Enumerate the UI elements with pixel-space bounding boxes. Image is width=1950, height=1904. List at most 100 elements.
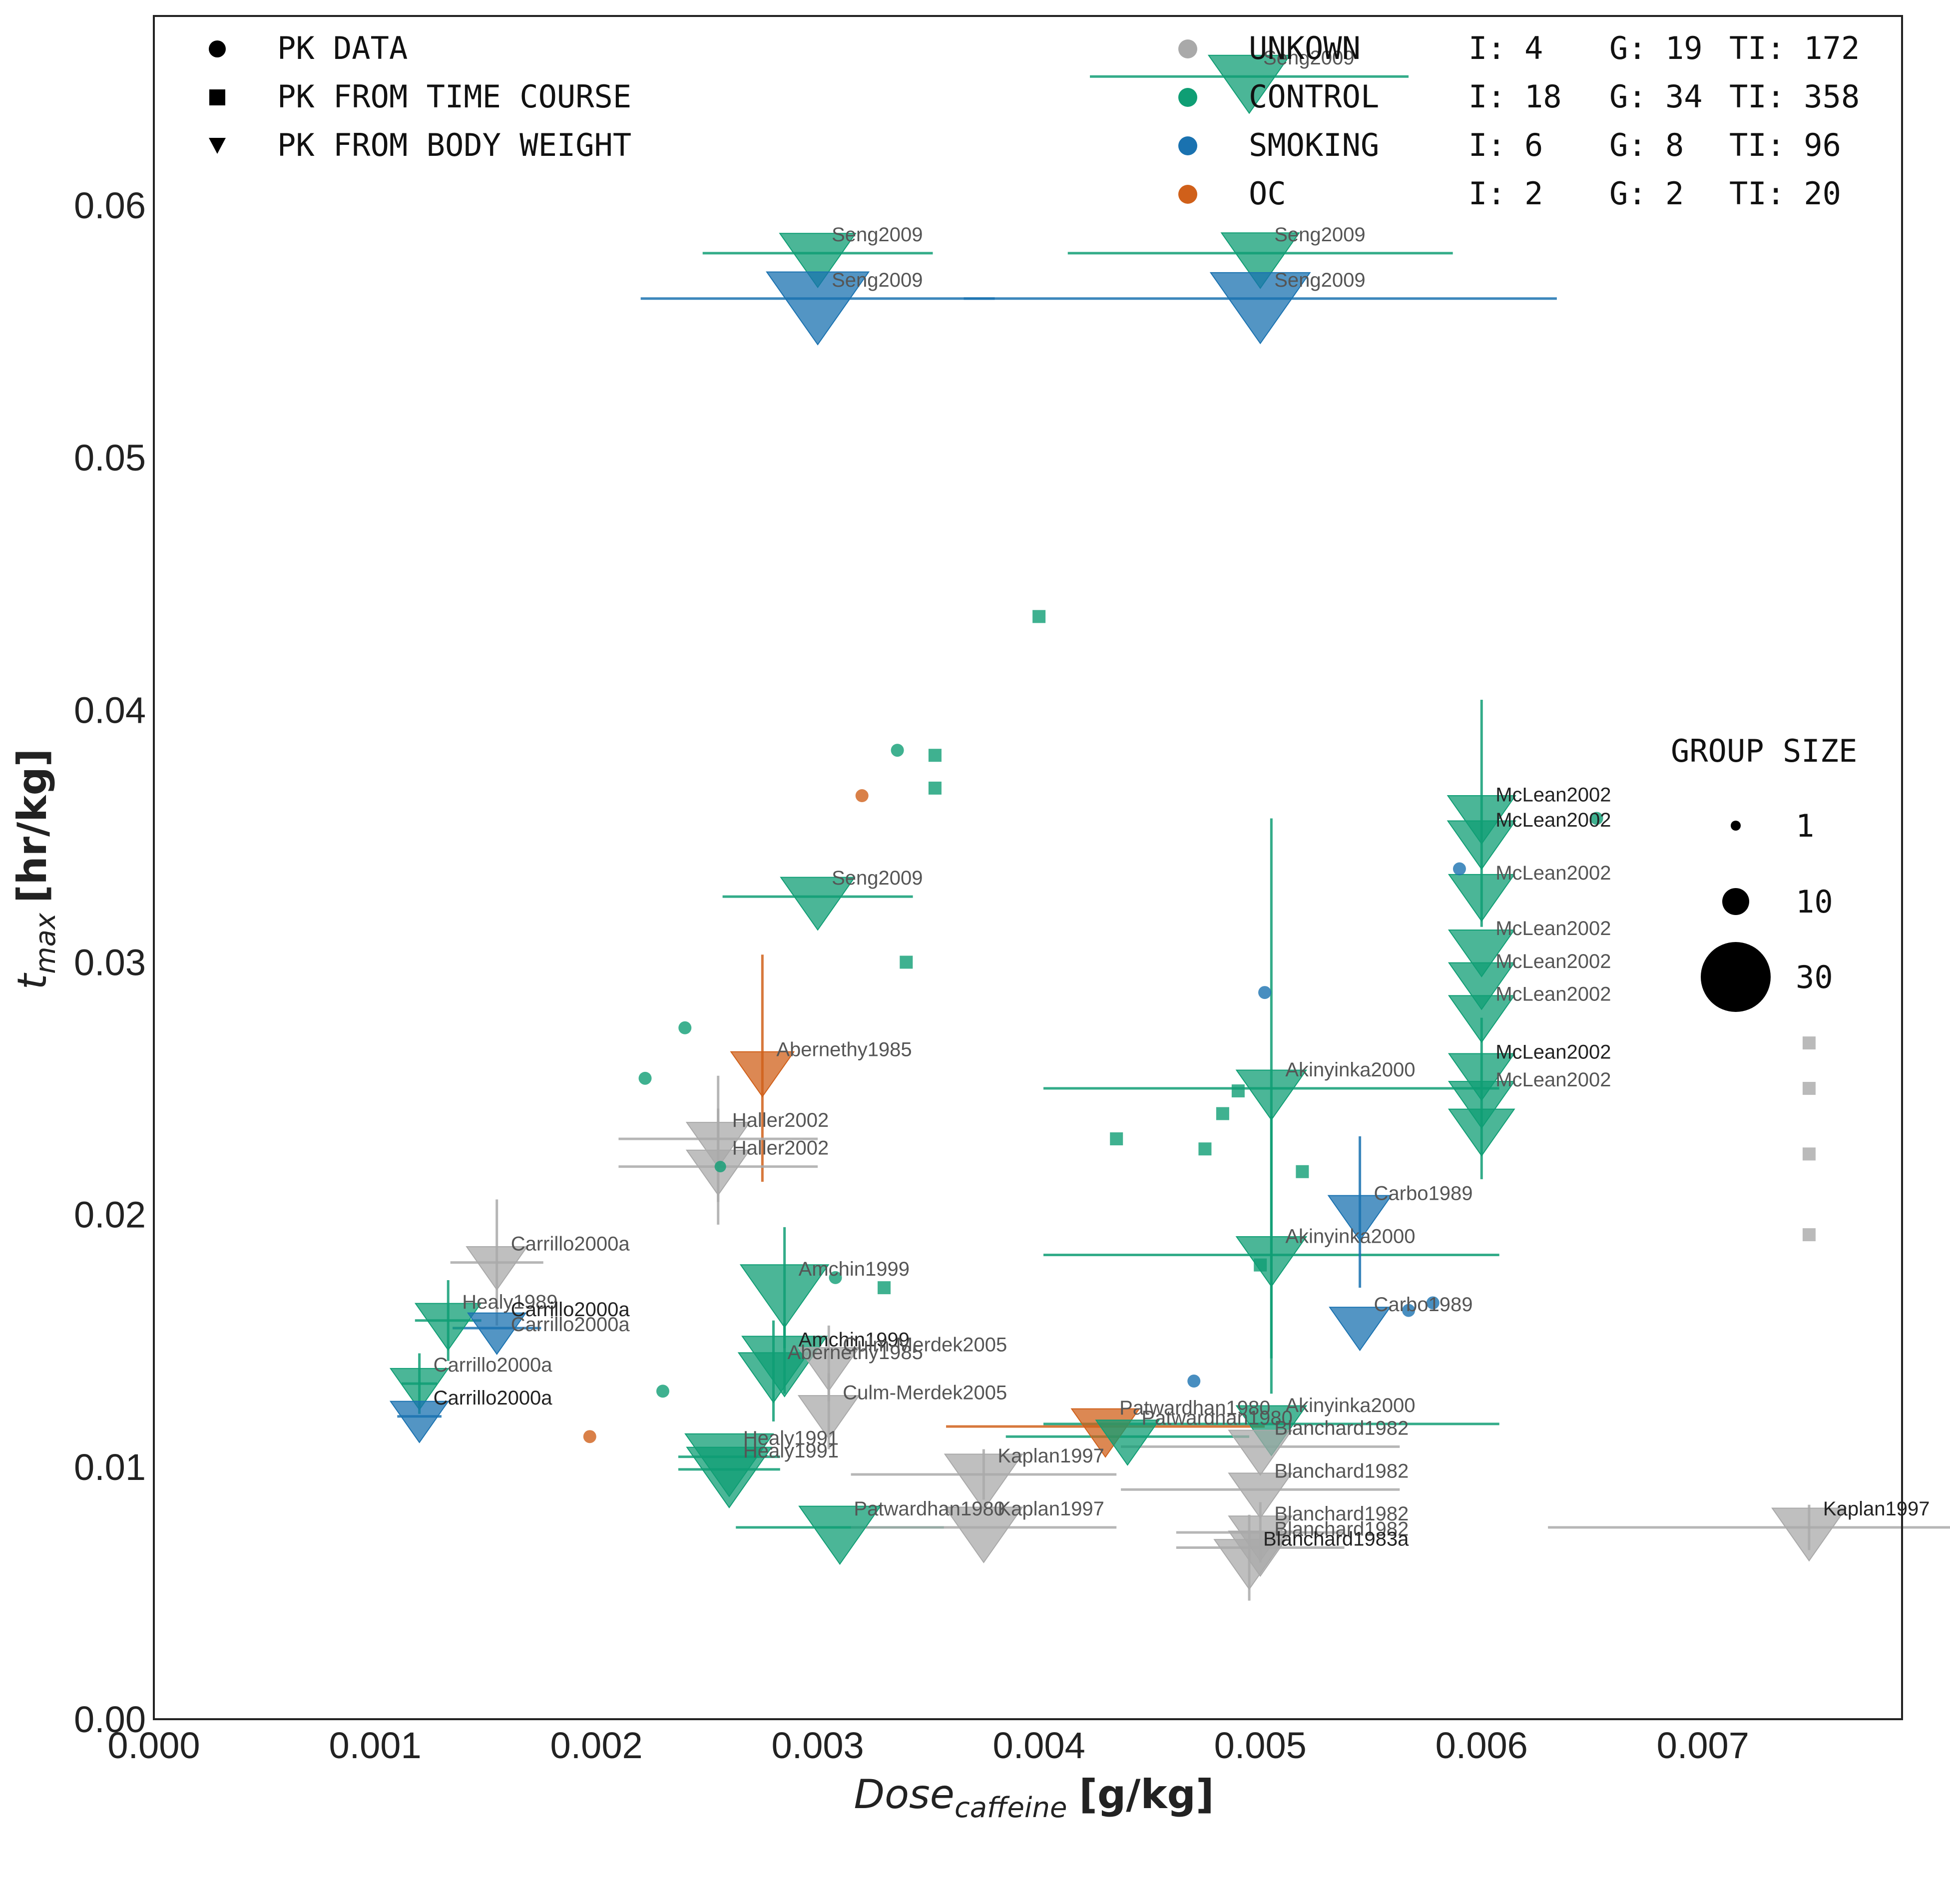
point-label: McLean2002 bbox=[1495, 983, 1611, 1005]
circle-marker bbox=[1402, 1304, 1416, 1317]
legend-group-name: CONTROL bbox=[1249, 78, 1379, 115]
triangle-marker bbox=[414, 1303, 482, 1351]
square-marker bbox=[1032, 610, 1046, 623]
triangle-marker bbox=[766, 271, 870, 346]
point-label: McLean2002 bbox=[1495, 784, 1611, 806]
point-label: Haller2002 bbox=[732, 1109, 829, 1131]
square-marker bbox=[1254, 1258, 1267, 1272]
triangle-marker bbox=[1235, 1069, 1308, 1121]
y-tick-label: 0.05 bbox=[74, 437, 146, 478]
square-marker bbox=[1231, 1084, 1245, 1098]
point-label: McLean2002 bbox=[1495, 951, 1611, 972]
circle-marker bbox=[1453, 862, 1466, 876]
x-axis-title-sub: caffeine bbox=[955, 1792, 1067, 1824]
legend-group-icon bbox=[1178, 39, 1197, 58]
plot-frame bbox=[153, 15, 1903, 1720]
triangle-marker bbox=[944, 1453, 1024, 1510]
y-tick-label: 0.00 bbox=[74, 1699, 146, 1740]
triangle-marker bbox=[1095, 1420, 1160, 1466]
point-label: Patwardhan1980 bbox=[854, 1498, 1004, 1520]
legend-group-groups: G: 19 bbox=[1609, 30, 1703, 66]
axes: 0.000 0.001 0.002 0.003 0.004 0.005 0.006 0.007… bbox=[74, 15, 1903, 1766]
y-axis-title-unit: [hr/kg] bbox=[9, 749, 55, 903]
point-label: Kaplan1997 bbox=[997, 1498, 1104, 1520]
point-label: Culm-Merdek2005 bbox=[843, 1334, 1007, 1356]
x-tick-label: 0.005 bbox=[1214, 1725, 1307, 1766]
point-label: Patwardhan1980 bbox=[1141, 1407, 1292, 1429]
point-label: Carrillo2000a bbox=[511, 1233, 630, 1255]
square-marker bbox=[928, 749, 942, 762]
point-label: Akinyinka2000 bbox=[1285, 1395, 1415, 1417]
legend-group-icon bbox=[1178, 185, 1197, 204]
triangle-marker bbox=[779, 233, 857, 289]
x-tick-label: 0.001 bbox=[329, 1725, 421, 1766]
triangle-marker bbox=[686, 1446, 773, 1508]
circle-marker bbox=[855, 789, 869, 803]
circle-marker bbox=[1258, 986, 1272, 999]
point-label: Carrillo2000a bbox=[511, 1314, 630, 1336]
y-tick-label: 0.02 bbox=[74, 1194, 146, 1236]
circle-marker bbox=[1187, 1375, 1201, 1388]
triangle-marker bbox=[1447, 795, 1516, 845]
square-marker bbox=[1802, 1228, 1816, 1242]
triangle-marker bbox=[467, 1312, 527, 1355]
legend-group-name: OC bbox=[1249, 175, 1286, 212]
point-label: Blanchard1983a bbox=[1263, 1528, 1409, 1550]
legend-group-name: SMOKING bbox=[1249, 127, 1379, 163]
size-legend-title: GROUP SIZE bbox=[1671, 733, 1857, 769]
square-marker bbox=[878, 1281, 891, 1295]
y-tick-label: 0.04 bbox=[74, 689, 146, 731]
legend-marker-label: PK FROM BODY WEIGHT bbox=[277, 127, 631, 163]
square-marker bbox=[1198, 1142, 1212, 1156]
x-axis-title-main: Dose bbox=[854, 1771, 954, 1818]
legend-group-groups: G: 34 bbox=[1609, 78, 1703, 115]
point-labels: Seng2009 Seng2009 Seng2009 Seng2009 Seng2009… bbox=[434, 47, 1930, 1550]
point-label: Akinyinka2000 bbox=[1285, 1059, 1415, 1081]
point-label: McLean2002 bbox=[1495, 1069, 1611, 1091]
triangle-marker bbox=[737, 1352, 810, 1404]
x-tick-label: 0.002 bbox=[550, 1725, 642, 1766]
point-label: Blanchard1982 bbox=[1274, 1417, 1409, 1439]
point-label: Healy1989 bbox=[462, 1291, 557, 1313]
square-marker bbox=[1216, 1107, 1229, 1120]
point-label: Healy1991 bbox=[743, 1428, 839, 1449]
triangle-marker bbox=[1209, 272, 1311, 345]
legend-group-individuals: I: 6 bbox=[1468, 127, 1543, 163]
point-label: Blanchard1982 bbox=[1274, 1460, 1409, 1482]
point-label: McLean2002 bbox=[1495, 918, 1611, 940]
legend-group-icon bbox=[1178, 88, 1197, 107]
y-tick-label: 0.01 bbox=[74, 1446, 146, 1488]
legend-group-total: TI: 20 bbox=[1729, 175, 1841, 212]
legend-circle-icon bbox=[209, 40, 226, 57]
point-label: Healy1991 bbox=[743, 1440, 839, 1462]
triangle-marker bbox=[798, 1505, 882, 1565]
x-tick-label: 0.006 bbox=[1436, 1725, 1528, 1766]
point-label: Abernethy1985 bbox=[788, 1342, 923, 1364]
triangle-marker bbox=[1213, 1539, 1285, 1590]
legend-group-individuals: I: 2 bbox=[1468, 175, 1543, 212]
y-axis-title-sub: max bbox=[29, 913, 62, 974]
square-marker bbox=[1296, 1165, 1309, 1178]
legend-group-icon bbox=[1178, 136, 1197, 155]
triangle-marker bbox=[389, 1401, 450, 1443]
x-tick-label: 0.004 bbox=[993, 1725, 1085, 1766]
circle-marker bbox=[1590, 812, 1603, 825]
data-markers bbox=[389, 54, 1847, 1590]
x-tick-label: 0.007 bbox=[1657, 1725, 1749, 1766]
legend-group-total: TI: 172 bbox=[1729, 30, 1860, 66]
circle-marker bbox=[638, 1071, 652, 1085]
square-marker bbox=[1802, 1082, 1816, 1095]
y-tick-label: 0.03 bbox=[74, 942, 146, 983]
size-legend-circle bbox=[1731, 821, 1741, 831]
triangle-marker bbox=[1448, 929, 1515, 977]
circle-marker bbox=[891, 744, 904, 757]
square-marker bbox=[900, 955, 913, 969]
point-label: Blanchard1982 bbox=[1274, 1518, 1409, 1540]
point-label: Culm-Merdek2005 bbox=[843, 1382, 1007, 1404]
legend-group-total: TI: 358 bbox=[1729, 78, 1860, 115]
point-label: Haller2002 bbox=[732, 1137, 829, 1159]
point-label: Seng2009 bbox=[1274, 224, 1365, 246]
